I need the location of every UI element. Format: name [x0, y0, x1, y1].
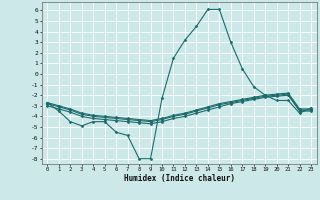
X-axis label: Humidex (Indice chaleur): Humidex (Indice chaleur)	[124, 174, 235, 183]
